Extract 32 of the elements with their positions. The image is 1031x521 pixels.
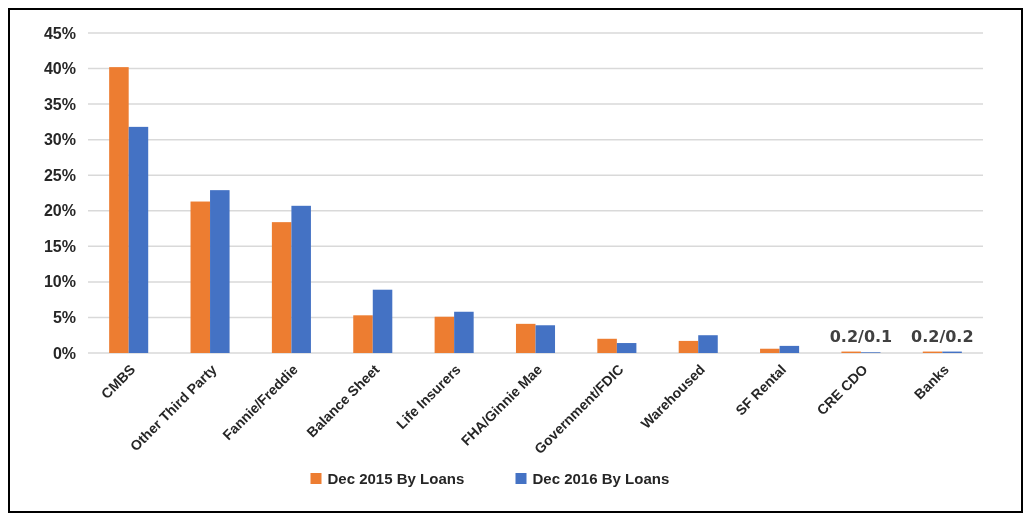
y-tick-label: 10% xyxy=(43,273,76,291)
bar xyxy=(454,311,474,353)
bar xyxy=(779,345,800,353)
y-tick-label: 25% xyxy=(43,166,76,184)
y-tick-label: 35% xyxy=(43,95,76,113)
bar xyxy=(698,335,718,353)
bar xyxy=(210,190,230,353)
legend-label: Dec 2016 By Loans xyxy=(532,469,670,487)
annotation: 0.2/0.2 xyxy=(911,326,974,346)
bar xyxy=(291,205,311,353)
bar xyxy=(616,343,637,353)
bar xyxy=(190,201,211,353)
bar xyxy=(760,348,780,353)
bar xyxy=(678,340,699,353)
y-tick-label: 20% xyxy=(43,202,76,220)
y-tick-label: 5% xyxy=(52,309,76,327)
y-tick-label: 30% xyxy=(43,131,76,149)
y-tick-label: 0% xyxy=(52,344,76,362)
bar xyxy=(597,338,617,353)
y-tick-label: 15% xyxy=(43,237,76,255)
bar xyxy=(109,67,129,353)
bar xyxy=(353,315,373,353)
legend-label: Dec 2015 By Loans xyxy=(327,469,465,487)
annotation: 0.2/0.1 xyxy=(829,326,893,346)
bar xyxy=(515,323,536,353)
y-tick-label: 40% xyxy=(43,60,76,78)
bar xyxy=(535,325,556,353)
bar xyxy=(372,289,393,353)
y-tick-label: 45% xyxy=(43,24,76,42)
bar xyxy=(271,222,292,353)
bar xyxy=(434,316,455,353)
bar xyxy=(128,126,149,353)
